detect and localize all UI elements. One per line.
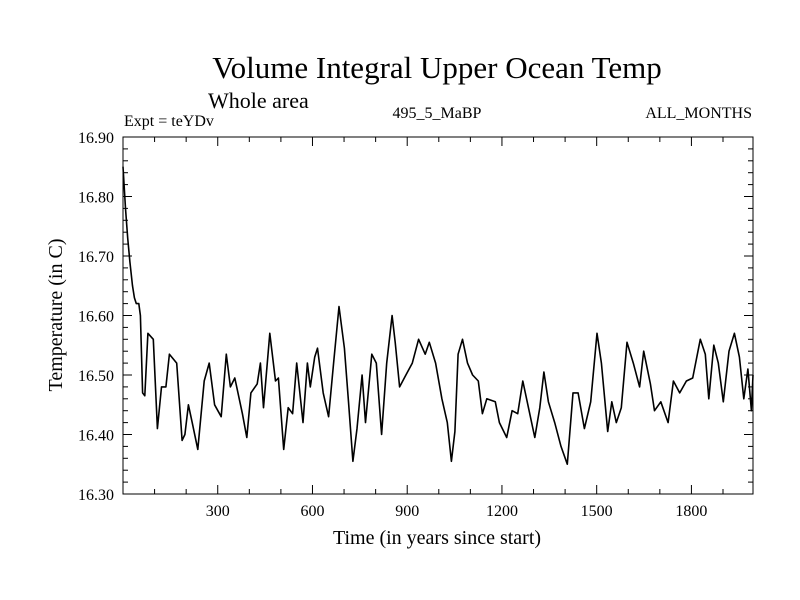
- y-tick-label: 16.30: [78, 487, 114, 504]
- y-tick-label: 16.40: [78, 428, 114, 445]
- series-line: [122, 166, 754, 466]
- x-tick-label: 600: [300, 503, 324, 520]
- months-label: ALL_MONTHS: [645, 105, 752, 122]
- tick-labels: 300 600 900 1200 1500 1800 16.30 16.40 16.50 16.6…: [78, 130, 707, 520]
- x-tick-label: 1200: [486, 503, 518, 520]
- x-tick-label: 1800: [675, 503, 707, 520]
- y-tick-label: 16.50: [78, 368, 114, 385]
- axis-ticks: [123, 137, 753, 494]
- x-tick-label: 300: [206, 503, 230, 520]
- x-tick-label: 1500: [581, 503, 613, 520]
- chart-subtitle: Whole area: [208, 88, 309, 113]
- x-tick-label: 900: [395, 503, 419, 520]
- run-label: 495_5_MaBP: [393, 105, 482, 122]
- plot-frame: [122, 136, 754, 495]
- y-tick-label: 16.70: [78, 249, 114, 266]
- y-tick-label: 16.80: [78, 190, 114, 207]
- x-axis-label: Time (in years since start): [333, 527, 541, 549]
- y-axis-label: Temperature (in C): [45, 239, 67, 392]
- y-tick-label: 16.90: [78, 130, 114, 147]
- y-tick-label: 16.60: [78, 309, 114, 326]
- chart-title: Volume Integral Upper Ocean Temp: [212, 50, 662, 85]
- experiment-label: Expt = teYDv: [124, 113, 214, 130]
